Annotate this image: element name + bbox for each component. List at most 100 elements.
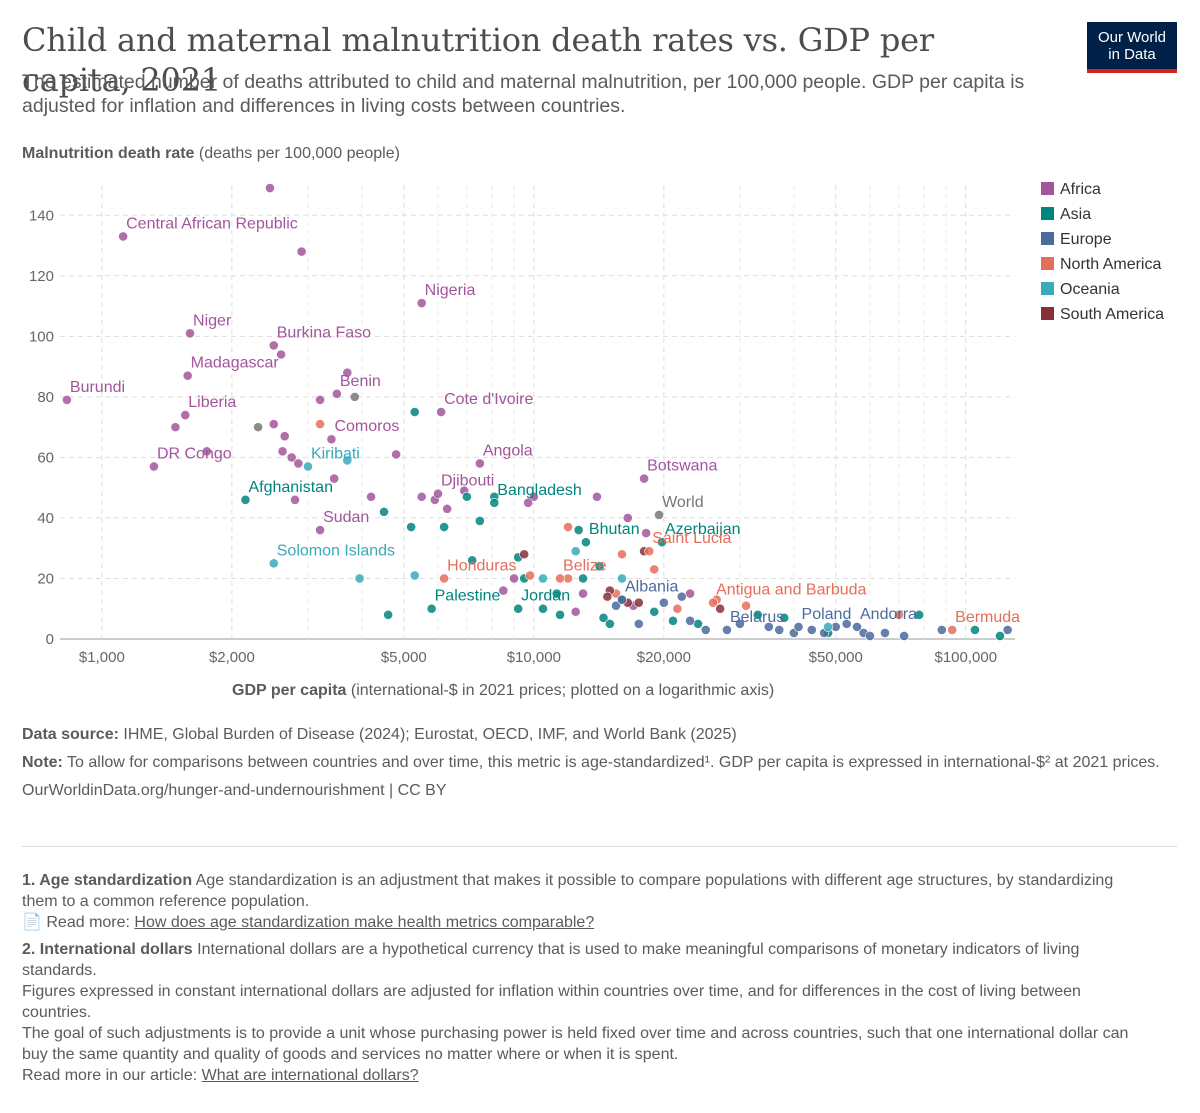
x-tick-label: $20,000 — [637, 649, 691, 666]
note-label: Note: — [22, 754, 63, 771]
footnote-2-read-prefix: Read more in our article: — [22, 1067, 202, 1084]
x-tick-label: $50,000 — [809, 649, 863, 666]
data-point-labeled — [436, 407, 446, 417]
data-point-labeled — [118, 231, 129, 242]
data-point-labeled — [439, 573, 450, 584]
point-label: Belarus — [730, 609, 784, 626]
data-point — [880, 628, 890, 638]
data-point — [578, 588, 588, 599]
logo-line-2: in Data — [1108, 46, 1156, 63]
data-point — [841, 618, 852, 629]
data-point — [349, 391, 360, 402]
point-label: Saint Lucia — [652, 530, 731, 547]
point-label: Madagascar — [191, 355, 280, 372]
point-label: Belize — [563, 557, 607, 574]
y-tick-label: 40 — [37, 510, 54, 527]
data-point-labeled — [489, 497, 500, 508]
point-label: Honduras — [447, 557, 516, 574]
owid-logo[interactable]: Our World in Data — [1087, 22, 1177, 73]
data-point-labeled — [617, 594, 627, 605]
data-point-labeled — [426, 603, 437, 614]
data-point-labeled — [474, 458, 485, 469]
x-axis-title-bold: GDP per capita — [232, 682, 347, 699]
point-label: Bermuda — [955, 609, 1020, 626]
data-point — [668, 615, 678, 626]
legend-label: South America — [1060, 306, 1164, 323]
age-standardization-link[interactable]: How does age standardization make health… — [134, 914, 595, 931]
international-dollars-link[interactable]: What are international dollars? — [201, 1067, 419, 1084]
data-point — [936, 625, 947, 635]
source-url[interactable]: OurWorldinData.org/hunger-and-undernouri… — [22, 782, 447, 799]
data-point-labeled — [185, 328, 195, 339]
data-point — [715, 603, 726, 614]
x-tick-label: $2,000 — [209, 649, 255, 666]
y-axis-title-bold: Malnutrition death rate — [22, 145, 195, 162]
point-label: Poland — [802, 606, 852, 623]
x-tick-label: $10,000 — [507, 649, 561, 666]
data-point — [672, 603, 683, 614]
footnote-2-text: International dollars are a hypothetical… — [22, 941, 1080, 979]
data-point — [563, 522, 573, 532]
footnote-1-label: 1. Age standardization — [22, 872, 193, 889]
data-point-labeled — [303, 461, 313, 472]
legend-swatch — [1041, 307, 1054, 320]
point-label: Liberia — [188, 394, 236, 411]
data-source-label: Data source: — [22, 726, 119, 743]
y-tick-label: 60 — [37, 449, 54, 466]
data-point-labeled — [722, 625, 732, 635]
y-axis-ticks: 0 20 40 60 80 100 120 140 — [29, 207, 54, 648]
data-point — [391, 449, 402, 460]
data-point — [277, 446, 288, 457]
point-label: Afghanistan — [248, 479, 333, 496]
data-point — [617, 549, 627, 560]
footnote-1: 1. Age standardization Age standardizati… — [22, 870, 1132, 933]
y-axis-title: Malnutrition death rate (deaths per 100,… — [22, 145, 400, 162]
data-point — [893, 609, 904, 620]
data-point-labeled — [654, 510, 665, 520]
data-point — [763, 621, 774, 632]
footnote-2-para-3: The goal of such adjustments is to provi… — [22, 1025, 1129, 1063]
data-point-labeled — [947, 625, 958, 635]
y-tick-label: 120 — [29, 268, 54, 285]
data-point — [467, 555, 478, 566]
data-point — [416, 491, 427, 502]
data-point — [649, 606, 660, 617]
data-point-labeled — [268, 340, 279, 351]
data-point — [641, 528, 652, 538]
point-label: Kiribati — [311, 445, 360, 462]
legend-swatch — [1041, 207, 1054, 220]
data-point — [633, 618, 644, 629]
y-tick-label: 140 — [29, 207, 54, 224]
point-labels: Central African Republic Nigeria Niger Burk… — [70, 215, 1020, 625]
point-label: Antigua and Barbuda — [716, 582, 866, 599]
point-label: Comoros — [334, 418, 399, 435]
y-tick-label: 80 — [37, 389, 54, 406]
data-point-labeled — [149, 461, 159, 472]
data-point — [741, 600, 751, 611]
data-point-labeled — [513, 603, 524, 614]
point-label: Solomon Islands — [277, 542, 395, 559]
data-point — [442, 503, 453, 514]
data-point — [676, 591, 687, 602]
data-point — [633, 597, 644, 608]
data-point — [509, 573, 519, 584]
data-point — [523, 497, 534, 508]
grid-lines — [60, 185, 1015, 640]
point-label: Botswana — [647, 458, 717, 475]
point-label: Sudan — [323, 509, 369, 526]
point-label: Andorra — [860, 606, 917, 623]
source-section: Data source: IHME, Global Burden of Dise… — [22, 725, 1172, 809]
note: Note: To allow for comparisons between c… — [22, 753, 1172, 773]
data-point — [290, 494, 300, 505]
data-point — [685, 615, 695, 626]
point-label: Burundi — [70, 379, 125, 396]
data-point — [462, 491, 472, 502]
data-point — [617, 573, 627, 584]
data-point-labeled — [852, 621, 862, 632]
data-point-labeled — [326, 434, 337, 445]
data-point — [498, 585, 509, 596]
legend-swatch — [1041, 282, 1054, 295]
data-points — [62, 183, 1013, 641]
data-point — [578, 573, 588, 584]
data-point-labeled — [644, 546, 655, 557]
